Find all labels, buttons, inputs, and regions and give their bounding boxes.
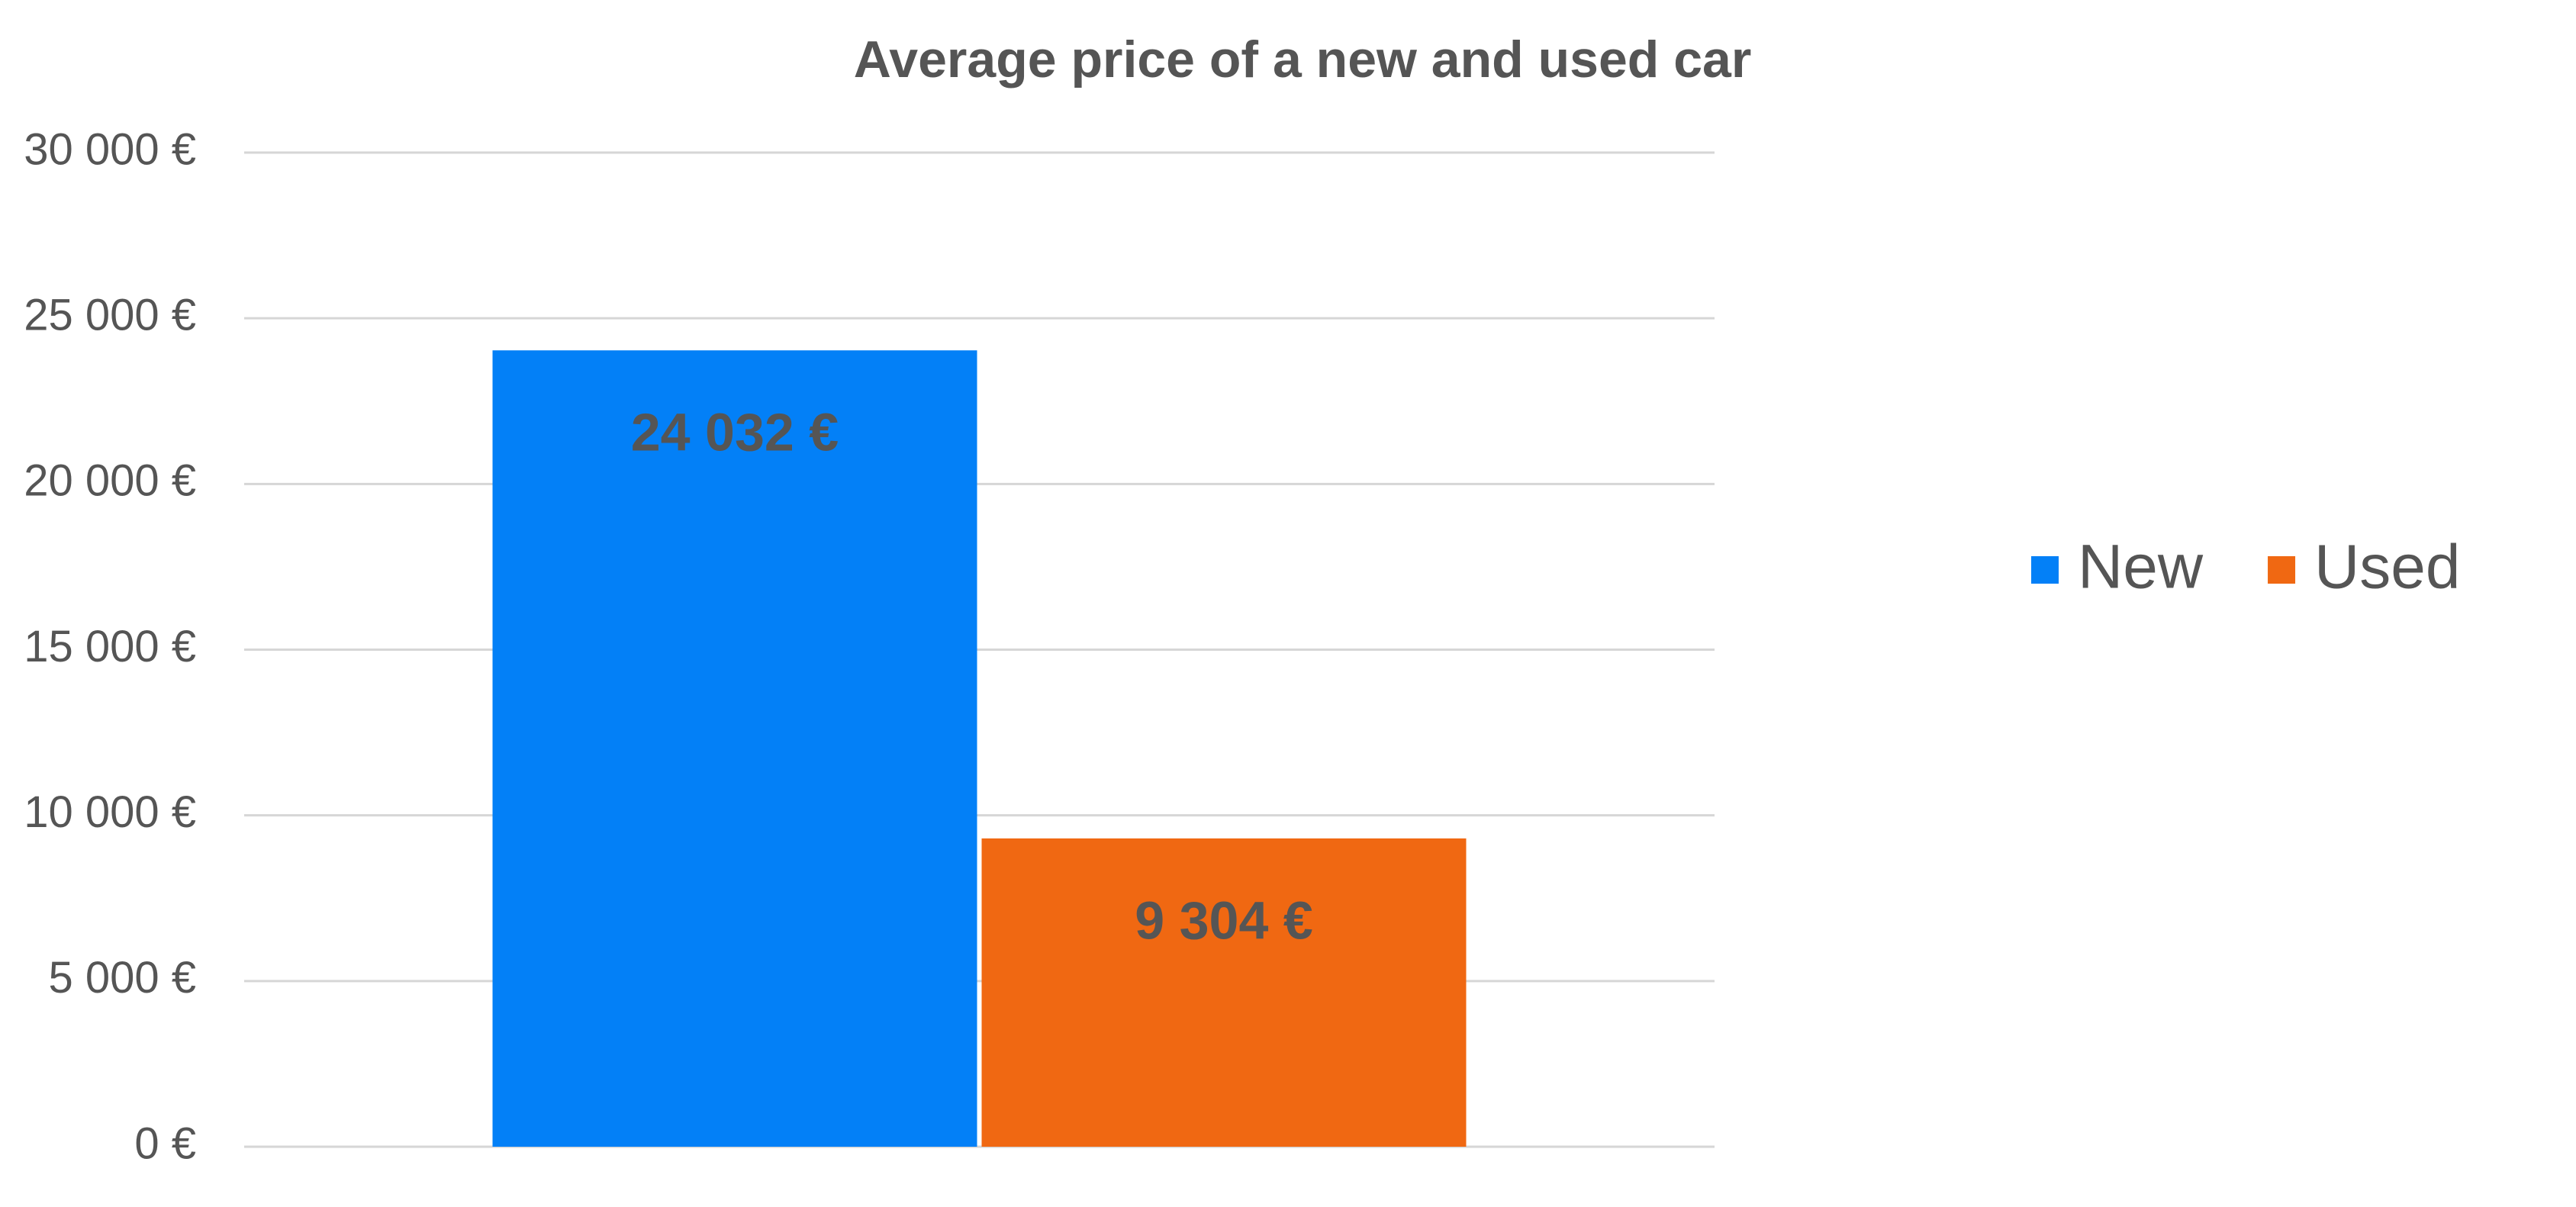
data-label: 9 304 €	[1135, 890, 1313, 950]
legend-label: Used	[2314, 533, 2460, 602]
legend-label: New	[2078, 533, 2204, 602]
y-tick-label: 25 000 €	[24, 290, 196, 340]
y-tick-label: 5 000 €	[48, 953, 196, 1003]
bar	[492, 350, 977, 1147]
chart-title: Average price of a new and used car	[854, 31, 1752, 89]
bar	[981, 838, 1467, 1147]
y-tick-label: 30 000 €	[24, 124, 196, 174]
data-label: 24 032 €	[631, 403, 839, 462]
legend-swatch	[2031, 556, 2059, 584]
y-tick-label: 15 000 €	[24, 622, 196, 671]
y-tick-label: 20 000 €	[24, 456, 196, 506]
y-tick-label: 0 €	[134, 1118, 196, 1168]
y-tick-label: 10 000 €	[24, 787, 196, 837]
legend-swatch	[2268, 556, 2296, 584]
